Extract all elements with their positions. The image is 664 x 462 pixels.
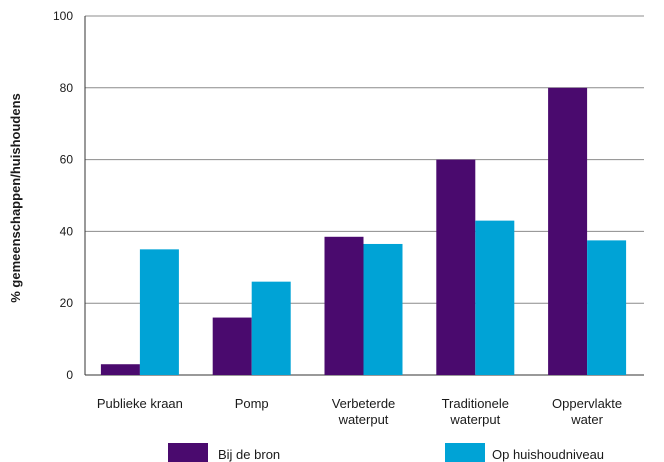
bar-op-huishoudniveau	[363, 243, 403, 375]
legend-swatch	[445, 443, 485, 462]
bars	[100, 87, 627, 376]
legend-label: Op huishoudniveau	[492, 447, 604, 462]
legend-label: Bij de bron	[218, 447, 280, 462]
bar-op-huishoudniveau	[475, 220, 515, 375]
x-tick-label: Traditionele	[442, 396, 509, 411]
y-tick-label: 0	[66, 368, 73, 382]
bar-op-huishoudniveau	[251, 281, 291, 375]
x-tick-label: water	[570, 412, 603, 427]
y-tick-label: 40	[60, 224, 74, 238]
bar-bij-de-bron	[436, 159, 476, 375]
x-axis-labels: Publieke kraan Pomp VerbeterdewaterputTrad…	[97, 396, 622, 427]
x-tick-label: waterput	[338, 412, 389, 427]
x-tick-label: waterput	[449, 412, 500, 427]
y-tick-label: 60	[60, 153, 74, 167]
y-tick-label: 20	[60, 296, 74, 310]
legend-swatch	[168, 443, 208, 462]
bar-bij-de-bron	[212, 317, 252, 375]
x-tick-label: Pomp	[235, 396, 269, 411]
y-axis-label: % gemeenschappen/huishoudens	[8, 93, 23, 303]
y-axis-ticks: 0 20 40 60 80 100	[53, 9, 73, 382]
y-tick-label: 100	[53, 9, 73, 23]
x-tick-label: Oppervlakte	[552, 396, 622, 411]
bar-op-huishoudniveau	[139, 249, 179, 375]
bar-op-huishoudniveau	[587, 240, 627, 375]
bar-bij-de-bron	[324, 236, 364, 375]
bar-bij-de-bron	[548, 87, 588, 376]
legend: Bij de bron Op huishoudniveau	[168, 443, 604, 462]
y-tick-label: 80	[60, 81, 74, 95]
x-tick-label: Verbeterde	[332, 396, 396, 411]
x-tick-label: Publieke kraan	[97, 396, 183, 411]
bar-bij-de-bron	[100, 364, 140, 375]
